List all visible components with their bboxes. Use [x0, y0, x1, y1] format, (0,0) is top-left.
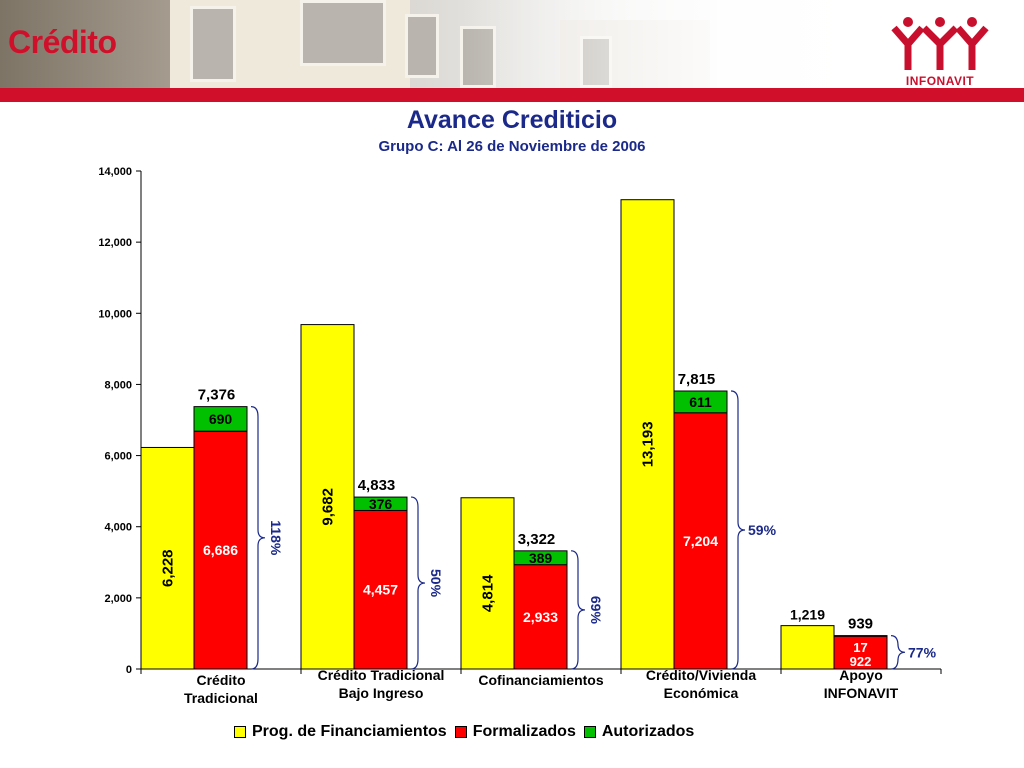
- percentage-brace: [250, 406, 266, 670]
- data-label-total: 939: [848, 616, 873, 633]
- data-label-formalizados: 7,204: [683, 533, 718, 549]
- bar-prog: [460, 497, 515, 670]
- category-label: Crédito/Vivienda: [646, 667, 756, 683]
- logo-wordmark: INFONAVIT: [905, 74, 975, 88]
- infonavit-logo: [891, 17, 989, 70]
- bar-autorizados: [353, 496, 408, 511]
- data-label-prog: 1,219: [790, 607, 825, 623]
- y-tick-label: 14,000: [98, 166, 132, 178]
- data-label-prog: 6,228: [160, 549, 177, 587]
- bar-autorizados: [193, 406, 248, 432]
- header-red-bar: [0, 88, 1024, 102]
- y-tick-label: 8,000: [104, 379, 132, 391]
- legend-item-autorizados: Autorizados: [583, 723, 695, 741]
- percentage-brace: [730, 390, 746, 670]
- header-photo-banner: [0, 0, 1024, 92]
- percentage-label: 69%: [588, 596, 604, 625]
- category-label: INFONAVIT: [824, 685, 899, 701]
- bar-autorizados: [513, 550, 568, 566]
- legend-label-autorizados: Autorizados: [601, 723, 695, 740]
- legend-label-formalizados: Formalizados: [472, 723, 576, 740]
- y-tick-label: 4,000: [104, 522, 132, 534]
- percentage-label: 50%: [428, 569, 444, 598]
- data-label-autorizados: 611: [689, 394, 712, 410]
- data-label-autorizados: 389: [529, 550, 553, 566]
- y-tick-label: 0: [126, 664, 132, 676]
- bar-autorizados: [673, 390, 728, 414]
- bar-prog: [140, 446, 195, 670]
- percentage-label: 118%: [268, 520, 284, 556]
- percentage-label: 77%: [908, 644, 937, 660]
- data-label-formalizados: 2,933: [523, 609, 558, 625]
- data-label-total: 4,833: [358, 477, 396, 494]
- category-label: Crédito Tradicional: [318, 667, 445, 683]
- legend-swatch-formalizados: [454, 726, 467, 738]
- category-label: Cofinanciamientos: [478, 672, 603, 688]
- category-label: Apoyo: [839, 667, 883, 683]
- percentage-brace: [570, 550, 586, 670]
- y-tick-label: 2,000: [104, 593, 132, 605]
- chart-title: Avance Crediticio: [406, 106, 618, 134]
- category-label: Bajo Ingreso: [339, 685, 424, 701]
- legend-label-prog: Prog. de Financiamientos: [252, 723, 447, 740]
- data-label-prog: 9,682: [320, 488, 337, 526]
- y-tick-label: 12,000: [98, 237, 132, 249]
- legend-swatch-autorizados: [583, 726, 596, 738]
- data-label-formalizados: 922: [850, 654, 872, 669]
- legend-item-formalizados: Formalizados: [454, 723, 576, 741]
- category-label: Tradicional: [184, 690, 258, 706]
- section-title: Crédito: [8, 24, 117, 60]
- data-label-total: 3,322: [518, 531, 556, 548]
- data-label-prog: 4,814: [480, 574, 497, 612]
- data-label-autorizados: 376: [369, 496, 393, 512]
- bar-formalizados: [673, 412, 728, 670]
- bar-formalizados: [353, 509, 408, 670]
- y-tick-label: 6,000: [104, 451, 132, 463]
- percentage-brace: [890, 634, 906, 670]
- percentage-label: 59%: [748, 522, 777, 538]
- chart-legend: Prog. de Financiamientos Formalizados Au…: [234, 723, 702, 741]
- data-label-formalizados: 6,686: [203, 542, 238, 558]
- data-label-prog: 13,193: [640, 421, 657, 467]
- chart-subtitle: Grupo C: Al 26 de Noviembre de 2006: [378, 138, 646, 155]
- data-label-autorizados: 690: [209, 411, 233, 427]
- data-label-total: 7,815: [678, 371, 716, 388]
- data-label-total: 7,376: [198, 387, 236, 404]
- data-label-autorizados: 17: [853, 640, 867, 655]
- category-label: Crédito: [197, 672, 246, 688]
- legend-item-prog: Prog. de Financiamientos: [234, 723, 447, 741]
- bar-prog: [780, 625, 835, 670]
- data-label-formalizados: 4,457: [363, 582, 398, 598]
- bar-formalizados: [193, 430, 248, 670]
- category-label: Económica: [664, 685, 739, 701]
- bar-prog: [620, 199, 675, 670]
- y-tick-label: 10,000: [98, 308, 132, 320]
- bar-prog: [300, 324, 355, 670]
- bar-autorizados: [833, 635, 888, 637]
- legend-swatch-prog: [234, 726, 246, 738]
- percentage-brace: [410, 496, 426, 670]
